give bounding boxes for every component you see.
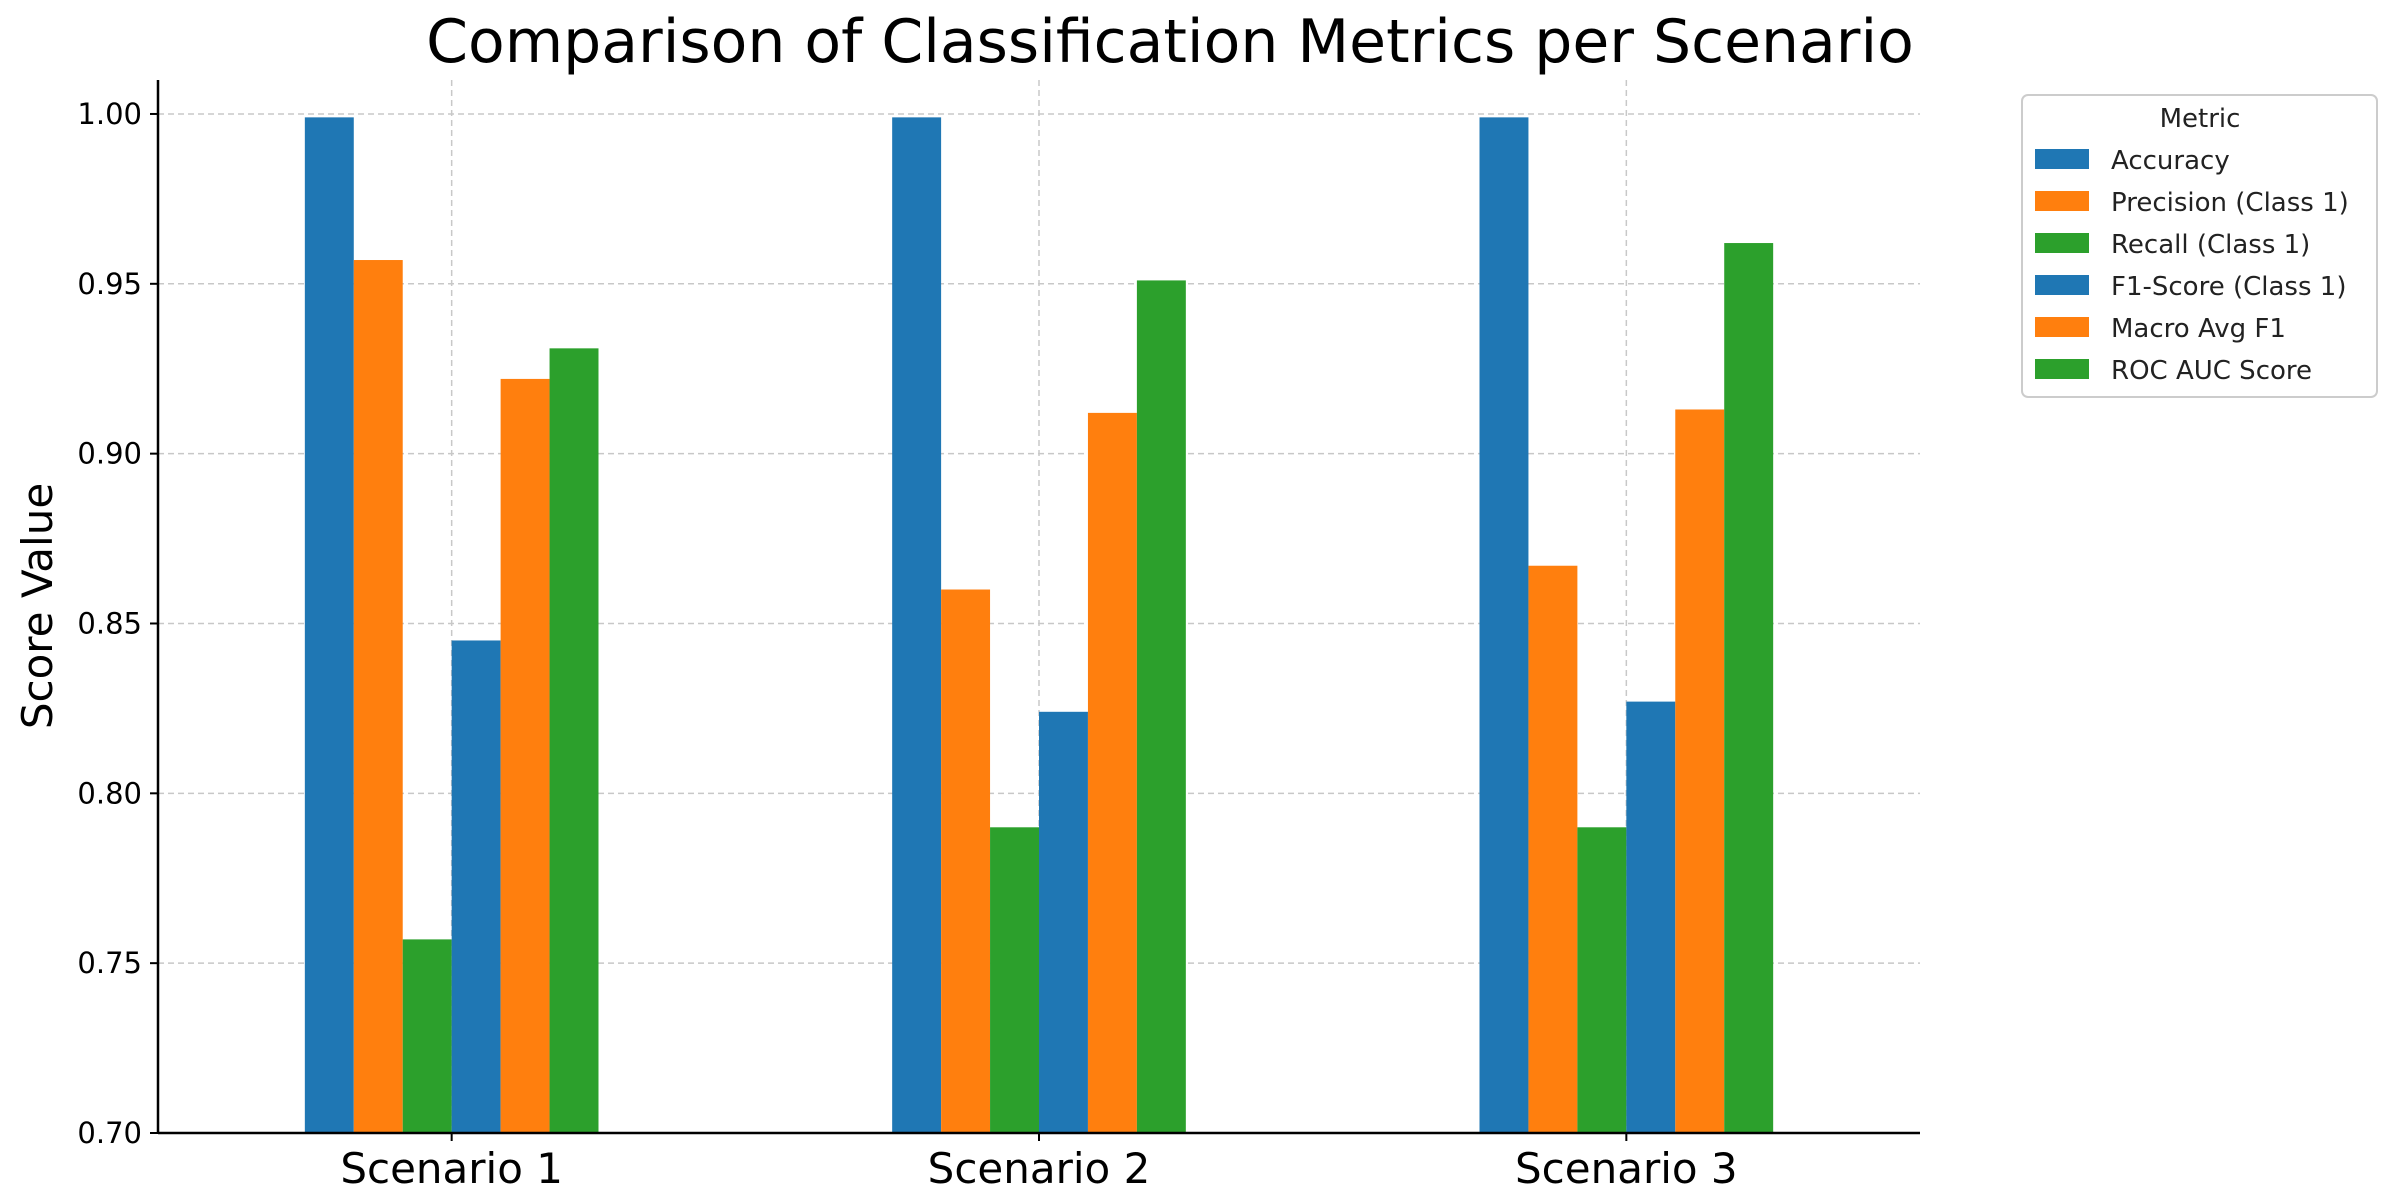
y-tick-label: 1.00 [77, 97, 142, 131]
bar-precision-class-1-3 [1528, 565, 1578, 1133]
bar-accuracy-1 [304, 117, 354, 1134]
x-tick-label: Scenario 2 [928, 1144, 1151, 1193]
legend-swatch [2035, 275, 2089, 295]
bar-f1-score-class-1-3 [1626, 701, 1676, 1133]
bar-accuracy-2 [892, 117, 942, 1134]
legend-swatch [2035, 149, 2089, 169]
y-tick-label: 0.80 [77, 776, 142, 810]
bar-roc-auc-score-3 [1724, 243, 1774, 1133]
bar-recall-class-1-2 [990, 827, 1039, 1133]
y-tick-label: 0.70 [77, 1116, 142, 1150]
bar-precision-class-1-1 [353, 260, 403, 1133]
bar-accuracy-3 [1479, 117, 1529, 1134]
bar-macro-avg-f1-3 [1675, 409, 1725, 1134]
chart-title: Comparison of Classification Metrics per… [426, 7, 1914, 77]
bar-f1-score-class-1-2 [1039, 711, 1088, 1133]
bar-recall-class-1-1 [402, 939, 452, 1133]
y-tick-label: 0.75 [77, 946, 142, 980]
bar-macro-avg-f1-2 [1087, 412, 1137, 1133]
legend: Metric Accuracy Precision (Class 1) Recall… [2021, 94, 2378, 398]
y-axis-label: Score Value [13, 483, 62, 729]
y-ticks: 0.70 0.75 0.80 0.85 0.90 0.95 1.00 [77, 97, 158, 1150]
bars [304, 117, 1774, 1134]
legend-swatch [2035, 233, 2089, 253]
legend-label: Macro Avg F1 [2111, 314, 2286, 344]
bar-f1-score-class-1-1 [451, 640, 501, 1133]
x-tick-label: Scenario 1 [340, 1144, 563, 1193]
legend-label: Precision (Class 1) [2111, 188, 2349, 218]
legend-swatch [2035, 359, 2089, 379]
x-ticks: Scenario 1 Scenario 2 Scenario 3 [340, 1133, 1738, 1193]
y-tick-label: 0.95 [77, 267, 142, 301]
legend-swatch [2035, 191, 2089, 211]
bar-recall-class-1-3 [1577, 827, 1627, 1133]
legend-frame [2021, 94, 2378, 398]
legend-label: F1-Score (Class 1) [2111, 272, 2346, 302]
legend-swatch [2035, 317, 2089, 337]
x-tick-label: Scenario 3 [1515, 1144, 1738, 1193]
legend-title: Metric [2160, 104, 2241, 134]
y-tick-label: 0.90 [77, 437, 142, 471]
y-tick-label: 0.85 [77, 606, 142, 640]
bar-roc-auc-score-1 [549, 348, 599, 1133]
legend-items: Accuracy Precision (Class 1) Recall (Class… [2035, 146, 2349, 386]
bar-macro-avg-f1-1 [500, 378, 550, 1133]
bar-precision-class-1-2 [941, 589, 991, 1133]
legend-label: Accuracy [2111, 146, 2230, 176]
bar-roc-auc-score-2 [1136, 280, 1186, 1133]
legend-label: Recall (Class 1) [2111, 230, 2310, 260]
legend-label: ROC AUC Score [2111, 356, 2312, 386]
